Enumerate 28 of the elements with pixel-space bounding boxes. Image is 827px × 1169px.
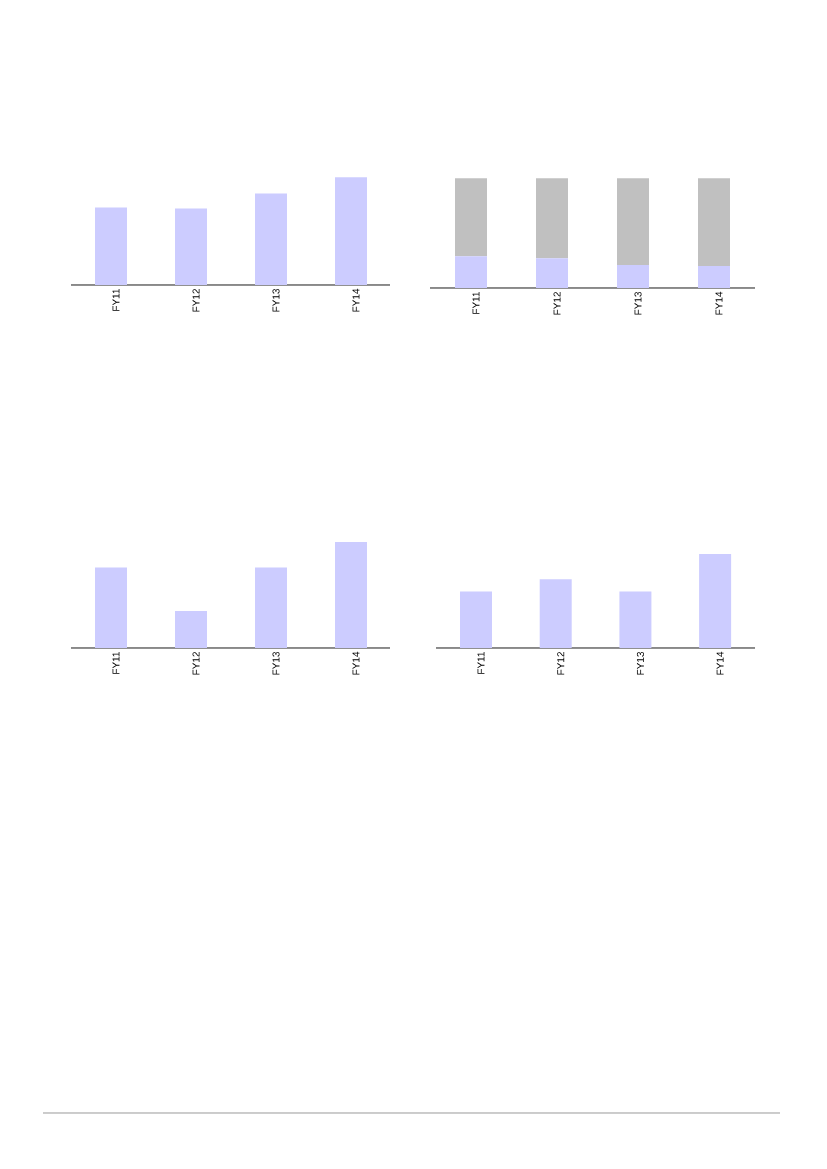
x-tick-label: FY11 <box>472 292 480 314</box>
x-tick-label: FY13 <box>272 288 280 312</box>
bar <box>335 177 367 285</box>
bar <box>698 178 731 267</box>
x-tick-label: FY13 <box>272 651 280 675</box>
x-tick-label: FY13 <box>636 651 644 675</box>
x-tick-label: FY12 <box>557 652 565 675</box>
x-tick-label: FY14 <box>352 288 360 312</box>
bar <box>255 193 287 285</box>
bar <box>698 266 731 288</box>
bar <box>95 207 127 285</box>
x-tick-label: FY11 <box>477 652 485 674</box>
bar <box>455 178 488 257</box>
bar <box>536 178 569 259</box>
x-tick-label: FY14 <box>716 651 724 675</box>
x-tick-label: FY12 <box>192 652 200 675</box>
bar <box>175 208 207 285</box>
x-tick-label: FY12 <box>553 292 561 315</box>
bar <box>617 178 650 265</box>
bar <box>455 256 488 288</box>
x-tick-label: FY11 <box>112 652 120 674</box>
x-tick-label: FY11 <box>112 289 120 311</box>
bar <box>617 264 650 288</box>
x-tick-label: FY13 <box>634 291 642 315</box>
x-tick-label: FY12 <box>192 289 200 312</box>
x-tick-label: FY14 <box>352 651 360 675</box>
x-tick-label: FY14 <box>715 291 723 315</box>
bar <box>536 258 569 288</box>
